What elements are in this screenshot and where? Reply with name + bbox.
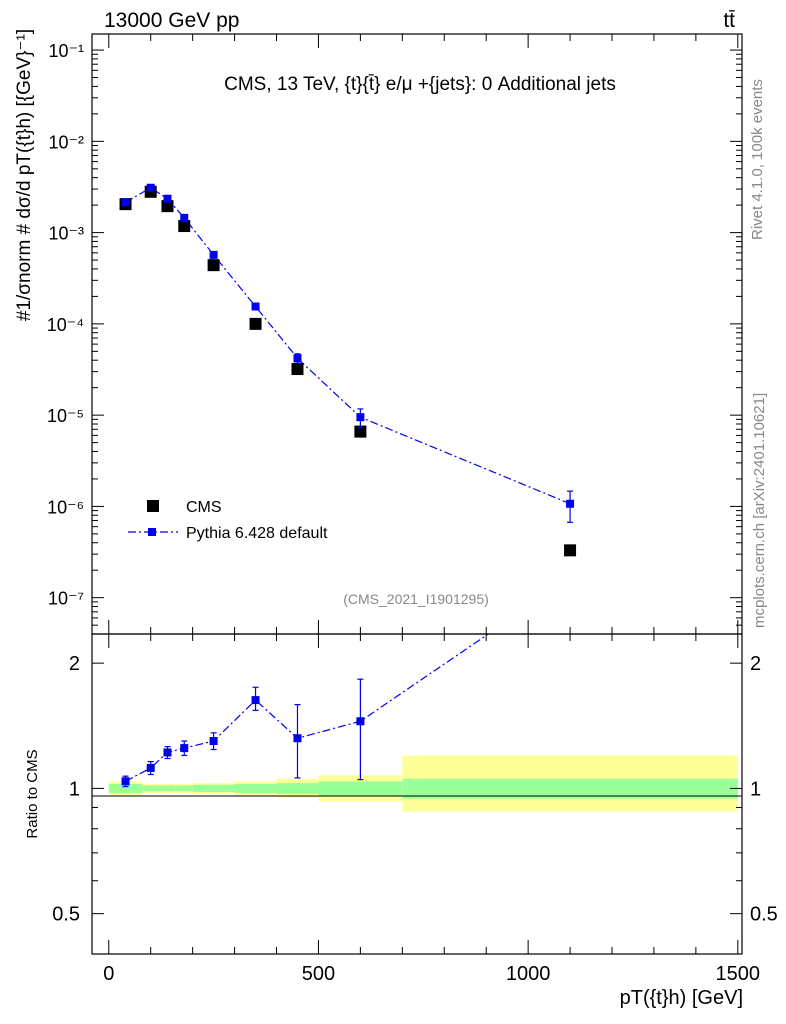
cms-data-point xyxy=(564,544,577,557)
ratio-data-point xyxy=(566,574,574,582)
ratio-ticks xyxy=(92,634,742,954)
ratio-ylabel: Ratio to CMS xyxy=(24,749,41,838)
legend: CMS Pythia 6.428 default xyxy=(128,499,328,542)
main-frame xyxy=(91,33,743,635)
ratio-band-inner xyxy=(276,783,319,794)
ratio-xtick-label: 0 xyxy=(103,963,114,985)
ratio-band-inner xyxy=(234,783,277,793)
main-title: CMS, 13 TeV, {t}{t̄} e/μ +{jets}: 0 Addi… xyxy=(224,74,616,95)
ratio-data-point xyxy=(356,717,365,726)
main-ytick-label: 10⁻⁷ xyxy=(48,589,84,609)
ratio-data xyxy=(121,574,574,788)
legend-label-pythia: Pythia 6.428 default xyxy=(186,525,328,542)
header-process-label: tt̄ xyxy=(723,9,735,32)
pythia-data-point xyxy=(293,354,302,363)
main-ytick-label: 10⁻⁵ xyxy=(47,406,84,426)
ratio-data-point xyxy=(209,736,218,745)
pythia-data-point xyxy=(251,302,260,311)
ratio-band-inner xyxy=(192,784,235,793)
ratio-data-point xyxy=(146,763,155,772)
ratio-xtick-label: 1500 xyxy=(716,963,761,985)
legend-label-cms: CMS xyxy=(186,499,222,516)
cms-data-point xyxy=(161,200,174,213)
header-collision-label: 13000 GeV pp xyxy=(104,9,239,32)
pythia-data-point xyxy=(121,198,130,207)
pythia-data-point xyxy=(356,413,365,422)
ratio-band-inner xyxy=(159,785,176,792)
ratio-line xyxy=(125,634,490,782)
main-ytick-label: 10⁻³ xyxy=(48,224,84,244)
ratio-series xyxy=(121,574,574,788)
ratio-band-inner xyxy=(318,781,403,796)
legend-marker-cms xyxy=(147,500,159,512)
main-ylabel-text: #1/σnorm # dσ/d pT({t}h) [{GeV}⁻¹] xyxy=(14,29,35,321)
ratio-ytick-label-left: 1 xyxy=(69,778,80,800)
ratio-ytick-label-left: 0.5 xyxy=(52,904,80,926)
cms-data-point xyxy=(178,220,191,233)
main-ytick-label: 10⁻⁶ xyxy=(47,497,84,517)
ratio-data-point xyxy=(251,696,260,705)
ratio-data-point xyxy=(121,777,130,786)
ratio-ytick-label-left: 2 xyxy=(69,653,80,675)
ratio-band-inner xyxy=(142,785,160,792)
ratio-ylabel-text: Ratio to CMS xyxy=(24,749,41,838)
main-ytick-label: 10⁻⁴ xyxy=(47,315,84,335)
ratio-ytick-label-right: 2 xyxy=(750,653,761,675)
analysis-watermark: (CMS_2021_I1901295) xyxy=(343,591,489,607)
cms-data-point xyxy=(207,259,220,272)
rivet-version-text: Rivet 4.1.0, 100k events xyxy=(749,79,766,240)
side-rivet-label: Rivet 4.1.0, 100k events xyxy=(749,79,766,240)
main-ticks xyxy=(92,34,742,635)
ratio-uncertainty-bands xyxy=(108,755,738,812)
legend-marker-pythia xyxy=(148,528,156,536)
mcplots-text: mcplots.cern.ch [arXiv:2401.10621] xyxy=(751,393,768,628)
ratio-xtick-label: 1000 xyxy=(506,963,551,985)
side-mcplots-label: mcplots.cern.ch [arXiv:2401.10621] xyxy=(751,393,768,628)
ratio-band-inner xyxy=(402,778,738,799)
ratio-ytick-label-right: 1 xyxy=(750,778,761,800)
main-ytick-labels: 10⁻⁷ 10⁻⁶ 10⁻⁵ 10⁻⁴ 10⁻³ 10⁻² 10⁻¹ xyxy=(47,41,84,609)
ratio-ytick-labels: 0.5 0.5 1 1 2 2 xyxy=(52,653,778,926)
ratio-ytick-label-right: 0.5 xyxy=(750,904,778,926)
main-ylabel: #1/σnorm # dσ/d pT({t}h) [{GeV}⁻¹] xyxy=(14,29,35,321)
ratio-xlabel: pT({t}h) [GeV] xyxy=(620,987,743,1009)
cms-data-point xyxy=(354,425,367,438)
ratio-frame xyxy=(91,633,743,955)
main-ytick-label: 10⁻² xyxy=(48,132,84,152)
pythia-data-point xyxy=(566,499,575,508)
pythia-data-point xyxy=(146,183,155,192)
ratio-data-point xyxy=(180,744,189,753)
cms-data-point xyxy=(249,317,262,330)
ratio-data-point xyxy=(163,748,172,757)
ratio-band-inner xyxy=(108,783,143,793)
ratio-panel: 0.5 0.5 1 1 2 2 0 500 1000 1500 Ratio to CMS pT(… xyxy=(24,574,778,1009)
cms-data-point xyxy=(291,363,304,376)
ratio-data-point xyxy=(293,734,302,743)
pythia-data-point xyxy=(180,213,189,222)
pythia-data-point xyxy=(209,250,218,259)
main-data xyxy=(119,183,577,557)
main-panel: CMS, 13 TeV, {t}{t̄} e/μ +{jets}: 0 Addi… xyxy=(14,29,743,635)
pythia-line xyxy=(125,187,571,505)
ratio-xtick-label: 500 xyxy=(302,963,335,985)
ratio-xtick-labels: 0 500 1000 1500 xyxy=(103,963,760,985)
main-ytick-label: 10⁻¹ xyxy=(48,41,84,61)
pythia-data-point xyxy=(163,194,172,203)
ratio-band-inner xyxy=(175,785,193,792)
